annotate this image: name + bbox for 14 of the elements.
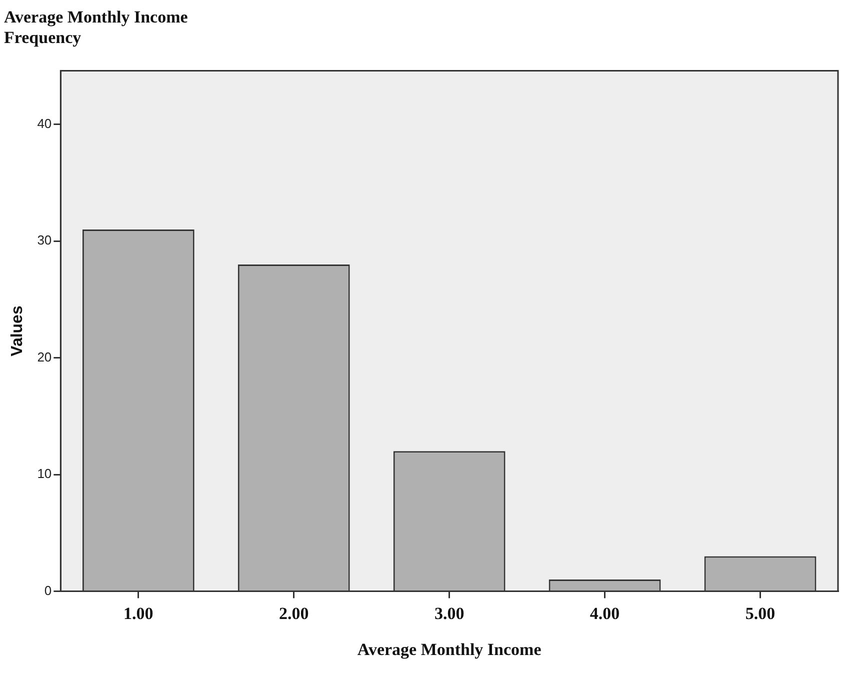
x-axis-title: Average Monthly Income (357, 640, 542, 660)
x-tick-label: 1.00 (124, 604, 154, 623)
chart-title: Average Monthly Income (4, 8, 188, 27)
x-tick-label: 2.00 (278, 604, 309, 623)
chart-subtitle: Frequency (4, 28, 82, 47)
y-axis-title: Values (9, 306, 26, 356)
y-tick-label: 20 (37, 349, 52, 364)
y-tick-label: 40 (37, 116, 52, 132)
y-tick-label: 10 (37, 466, 52, 482)
y-tick-label: 30 (37, 232, 52, 248)
y-tick-label: 0 (44, 582, 52, 598)
x-tick-label: 3.00 (434, 604, 464, 623)
x-tick-label: 4.00 (590, 604, 620, 623)
x-tick-label: 5.00 (745, 604, 776, 623)
